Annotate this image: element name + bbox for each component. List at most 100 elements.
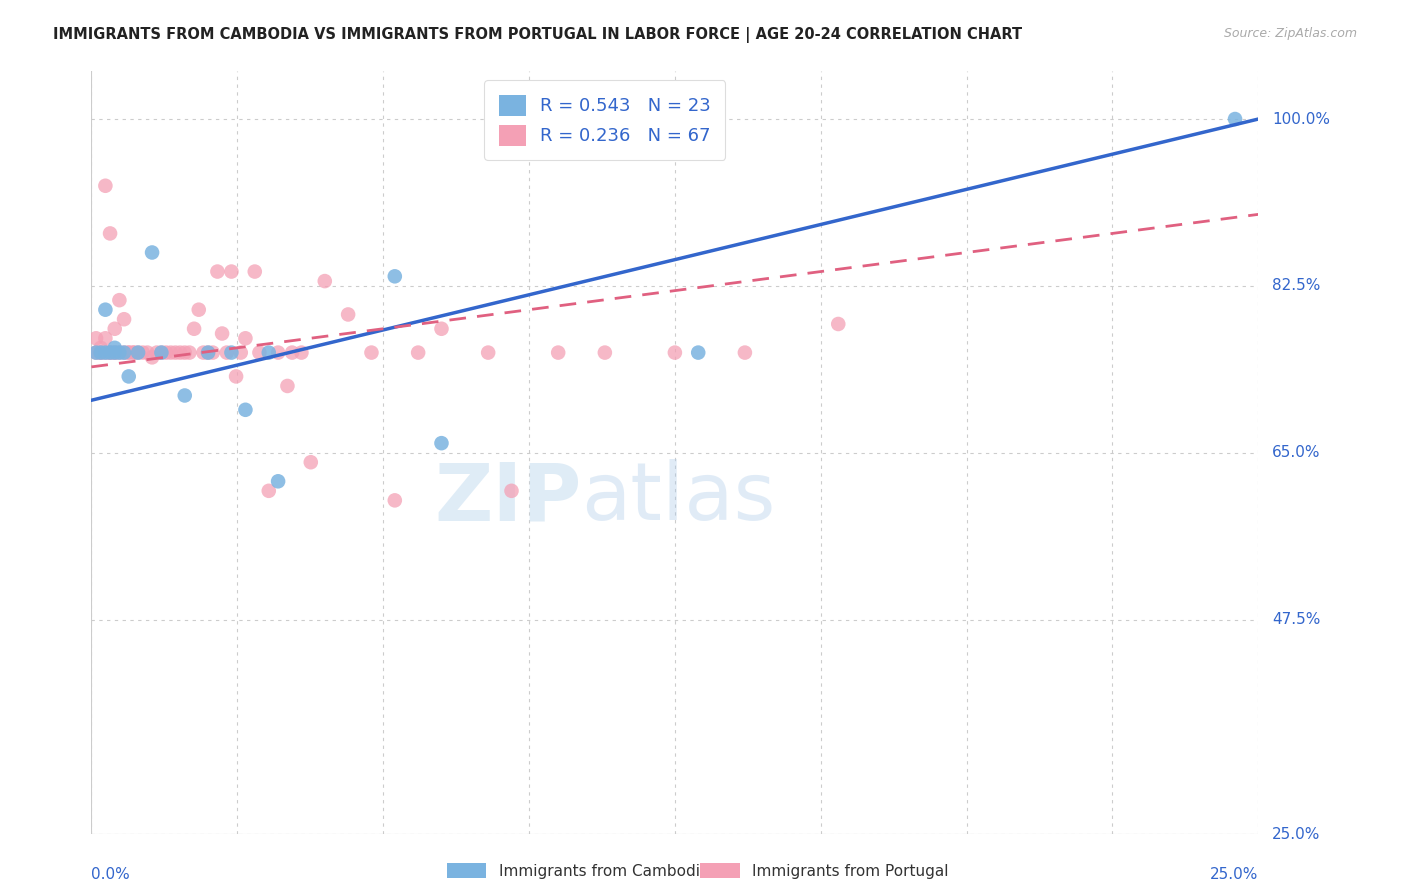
Point: [136, 345, 159, 359]
Point: [267, 345, 290, 359]
Text: 82.5%: 82.5%: [1272, 278, 1320, 293]
Text: ZIP: ZIP: [434, 459, 582, 538]
Point: [90, 345, 112, 359]
Point: [84, 331, 107, 345]
Point: [229, 345, 252, 359]
Legend: R = 0.543   N = 23, R = 0.236   N = 67: R = 0.543 N = 23, R = 0.236 N = 67: [484, 80, 725, 160]
Point: [1223, 112, 1246, 126]
Point: [477, 345, 499, 359]
Point: [257, 483, 280, 498]
Point: [94, 302, 117, 317]
Point: [215, 345, 238, 359]
Point: [141, 351, 163, 365]
Text: 100.0%: 100.0%: [1272, 112, 1330, 127]
Point: [281, 345, 304, 359]
Point: [257, 345, 280, 359]
Text: atlas: atlas: [582, 459, 776, 538]
Point: [112, 345, 135, 359]
Text: 25.0%: 25.0%: [1272, 827, 1320, 841]
Point: [384, 269, 406, 284]
Point: [221, 345, 243, 359]
Point: [207, 264, 229, 278]
Point: [94, 331, 117, 345]
Point: [112, 312, 135, 326]
Point: [84, 345, 107, 359]
Point: [211, 326, 233, 341]
Point: [384, 493, 406, 508]
Point: [90, 341, 112, 355]
Point: [235, 402, 257, 417]
Point: [104, 322, 127, 336]
Point: [201, 345, 224, 359]
Point: [118, 369, 141, 384]
Point: [827, 317, 849, 331]
Point: [430, 436, 453, 450]
Point: [84, 345, 107, 359]
Point: [179, 345, 201, 359]
Point: [108, 345, 131, 359]
Point: [141, 245, 163, 260]
Point: [406, 345, 429, 359]
Point: [122, 345, 145, 359]
Point: [165, 345, 187, 359]
Point: [98, 227, 121, 241]
Point: [94, 345, 117, 359]
Point: [430, 322, 453, 336]
Point: [664, 345, 686, 359]
Text: Source: ZipAtlas.com: Source: ZipAtlas.com: [1223, 27, 1357, 40]
Point: [249, 345, 271, 359]
Point: [155, 345, 177, 359]
Point: [98, 345, 121, 359]
Point: [112, 345, 135, 359]
Point: [108, 293, 131, 307]
Point: [145, 345, 167, 359]
Point: [90, 345, 112, 359]
Point: [276, 379, 298, 393]
Point: [159, 345, 181, 359]
Text: Immigrants from Portugal: Immigrants from Portugal: [752, 864, 949, 879]
Point: [150, 345, 173, 359]
Point: [150, 345, 173, 359]
Point: [197, 345, 219, 359]
Point: [118, 345, 141, 359]
Point: [127, 345, 149, 359]
Point: [173, 345, 195, 359]
Text: 25.0%: 25.0%: [1211, 867, 1258, 882]
Point: [299, 455, 322, 469]
Point: [734, 345, 756, 359]
Point: [593, 345, 616, 359]
Point: [267, 475, 290, 489]
Point: [187, 302, 209, 317]
Text: Immigrants from Cambodia: Immigrants from Cambodia: [499, 864, 710, 879]
Point: [169, 345, 191, 359]
Point: [104, 345, 127, 359]
Point: [360, 345, 382, 359]
Point: [547, 345, 569, 359]
Point: [108, 345, 131, 359]
Point: [314, 274, 336, 288]
Point: [197, 345, 219, 359]
Text: 0.0%: 0.0%: [91, 867, 131, 882]
Point: [132, 345, 155, 359]
Point: [337, 308, 360, 322]
Point: [225, 369, 247, 384]
Point: [122, 345, 145, 359]
Text: 47.5%: 47.5%: [1272, 612, 1320, 627]
Text: IMMIGRANTS FROM CAMBODIA VS IMMIGRANTS FROM PORTUGAL IN LABOR FORCE | AGE 20-24 : IMMIGRANTS FROM CAMBODIA VS IMMIGRANTS F…: [53, 27, 1022, 43]
Point: [193, 345, 215, 359]
Text: 65.0%: 65.0%: [1272, 445, 1320, 460]
Point: [290, 345, 312, 359]
Point: [104, 345, 127, 359]
Point: [221, 264, 243, 278]
Point: [104, 345, 127, 359]
Point: [173, 388, 195, 402]
Point: [183, 322, 205, 336]
Point: [118, 345, 141, 359]
Point: [235, 331, 257, 345]
Point: [94, 178, 117, 193]
Point: [688, 345, 710, 359]
Point: [104, 341, 127, 355]
Point: [501, 483, 523, 498]
Point: [90, 345, 112, 359]
Point: [243, 264, 266, 278]
